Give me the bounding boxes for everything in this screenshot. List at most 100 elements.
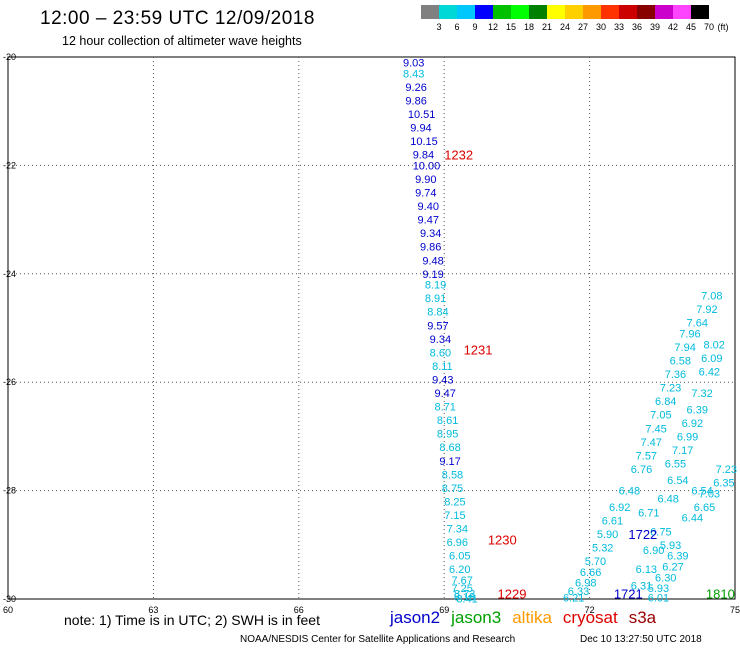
swh-value-label: 8.60	[430, 347, 451, 359]
swh-value-label: 9.43	[432, 374, 453, 386]
swh-value-label: 6.33	[568, 586, 589, 598]
swh-value-label: 9.03	[403, 57, 424, 69]
swh-value-label: 6.35	[713, 477, 734, 489]
y-tick-label: -30	[3, 594, 16, 604]
footer-note: note: 1) Time is in UTC; 2) SWH is in fe…	[64, 612, 320, 628]
color-scale-swatch	[637, 5, 655, 19]
swh-value-label: 8.72	[454, 589, 475, 601]
swh-value-label: 8.84	[427, 307, 448, 319]
swh-value-label: 9.74	[415, 188, 436, 200]
swh-value-label: 7.32	[691, 388, 712, 400]
swh-value-label: 10.00	[413, 160, 441, 172]
swh-value-label: 9.19	[422, 269, 443, 281]
swh-value-label: 9.40	[418, 201, 439, 213]
satellite-legend: jason2 jason3 altika cryosat s3a	[390, 608, 667, 628]
swh-value-label: 6.96	[447, 537, 468, 549]
swh-value-label: 7.67	[451, 575, 472, 587]
x-tick-label: 66	[294, 605, 304, 615]
color-scale-swatch	[439, 5, 457, 19]
swh-value-label: 6.58	[670, 356, 691, 368]
swh-value-label: 6.30	[655, 572, 676, 584]
swh-value-label: 5.32	[592, 543, 613, 555]
swh-value-label: 9.90	[415, 174, 436, 186]
swh-value-label: 6.48	[657, 494, 678, 506]
pass-time-label: 1810	[706, 587, 735, 602]
swh-value-label: 6.92	[609, 502, 630, 514]
swh-value-label: 9.84	[413, 150, 434, 162]
swh-value-label: 6.75	[650, 526, 671, 538]
satellite-legend-item: jason3	[451, 608, 502, 627]
swh-value-label: 9.47	[435, 388, 456, 400]
swh-value-label: 8.25	[444, 496, 465, 508]
swh-value-label: 6.66	[580, 567, 601, 579]
swh-value-label: 8.71	[435, 402, 456, 414]
swh-value-label: 8.43	[403, 68, 424, 80]
x-tick-label: 72	[585, 605, 595, 615]
swh-value-label: 7.47	[640, 437, 661, 449]
swh-value-label: 6.90	[643, 545, 664, 557]
color-scale-swatch	[655, 5, 673, 19]
color-scale-swatch	[475, 5, 493, 19]
swh-value-label: 6.21	[563, 592, 584, 604]
swh-value-label: 9.57	[427, 320, 448, 332]
swh-value-label: 7.23	[716, 464, 737, 476]
swh-value-label: 7.92	[696, 304, 717, 316]
swh-value-label: 9.17	[439, 456, 460, 468]
x-tick-label: 69	[439, 605, 449, 615]
color-scale-swatch	[493, 5, 511, 19]
swh-value-label: 7.96	[679, 328, 700, 340]
swh-value-label: 9.34	[420, 228, 441, 240]
color-scale-swatch	[691, 5, 709, 19]
swh-value-label: 6.61	[602, 515, 623, 527]
swh-value-label: 6.76	[631, 464, 652, 476]
swh-value-label: 6.39	[667, 551, 688, 563]
credit-line: NOAA/NESDIS Center for Satellite Applica…	[240, 634, 516, 645]
swh-value-label: 8.02	[703, 339, 724, 351]
color-scale-label: 15	[505, 22, 517, 32]
color-scale-swatch	[421, 5, 439, 19]
y-tick-label: -26	[3, 377, 16, 387]
color-scale-swatch	[511, 5, 529, 19]
color-scale-label: 33	[613, 22, 625, 32]
color-scale-label: 45	[685, 22, 697, 32]
swh-value-label: 9.86	[405, 95, 426, 107]
color-scale-label: 27	[577, 22, 589, 32]
y-tick-label: -28	[3, 486, 16, 496]
swh-value-label: 6.65	[694, 502, 715, 514]
swh-value-label: 7.57	[636, 450, 657, 462]
y-tick-label: -22	[3, 160, 16, 170]
color-scale-label: 70	[703, 22, 715, 32]
pass-time-label: 1229	[498, 587, 527, 602]
color-scale-swatch	[583, 5, 601, 19]
color-scale-swatch	[547, 5, 565, 19]
swh-value-label: 8.95	[437, 429, 458, 441]
swh-value-label: 7.25	[451, 583, 472, 595]
swh-value-label: 6.13	[636, 564, 657, 576]
swh-value-label: 8.61	[437, 415, 458, 427]
color-scale-swatch	[601, 5, 619, 19]
swh-value-label: 7.23	[660, 383, 681, 395]
y-tick-label: -20	[3, 52, 16, 62]
swh-value-label: 6.20	[449, 564, 470, 576]
generated-timestamp: Dec 10 13:27:50 UTC 2018	[580, 634, 702, 645]
swh-value-label: 6.54	[667, 475, 688, 487]
pass-time-label: 1721	[614, 587, 643, 602]
x-tick-label: 60	[3, 605, 13, 615]
color-scale-label: 3	[436, 22, 442, 32]
pass-time-label: 1722	[628, 527, 657, 542]
color-scale-label: 36	[631, 22, 643, 32]
swh-value-label: 6.27	[662, 561, 683, 573]
swh-value-label: 8.19	[425, 280, 446, 292]
color-scale-label: 39	[649, 22, 661, 32]
chart-subtitle: 12 hour collection of altimeter wave hei…	[62, 34, 302, 48]
color-scale-label: 6	[454, 22, 460, 32]
swh-value-label: 6.05	[449, 551, 470, 563]
swh-value-label: 6.98	[575, 578, 596, 590]
swh-value-label: 10.15	[410, 136, 438, 148]
swh-value-label: 6.44	[682, 513, 703, 525]
swh-value-label: 8.18	[454, 591, 475, 603]
color-scale-label: 30	[595, 22, 607, 32]
swh-value-label: 6.39	[687, 404, 708, 416]
swh-value-label: 10.51	[408, 109, 436, 121]
